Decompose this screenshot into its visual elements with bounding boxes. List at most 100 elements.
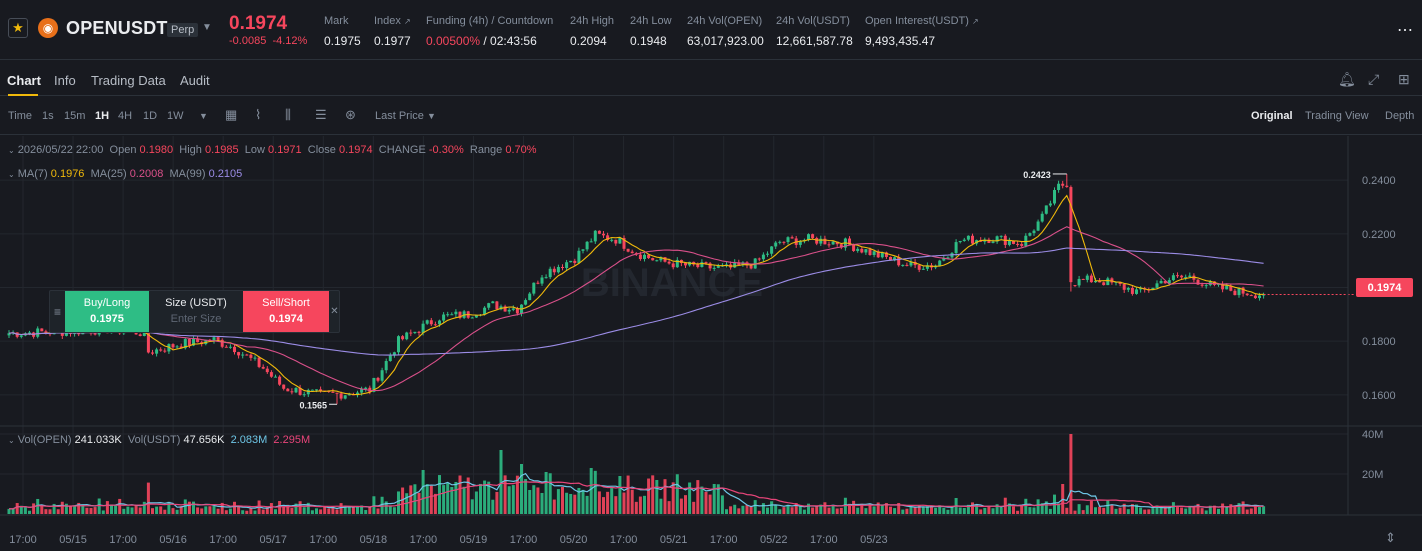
funding-label[interactable]: Funding (4h) / Countdown	[426, 15, 554, 27]
price-type-select[interactable]: Last Price ▼	[375, 110, 436, 122]
volume-bar	[1151, 508, 1155, 514]
volume-bar	[667, 501, 671, 514]
candle	[831, 241, 835, 245]
volume-bar	[786, 504, 790, 514]
candle	[1057, 180, 1061, 193]
volume-bar	[302, 507, 306, 514]
candle	[770, 246, 774, 257]
chevron-down-icon: ▼	[426, 111, 436, 121]
time-tick-label: 05/17	[259, 534, 287, 546]
volume-bar	[774, 504, 778, 514]
grid-layout-icon[interactable]: ⊞	[1398, 71, 1410, 87]
more-icon[interactable]: ⋯	[1397, 22, 1414, 39]
candle-body	[999, 235, 1003, 237]
candle	[454, 309, 458, 318]
volume-bar	[224, 510, 228, 514]
tab-trading-data[interactable]: Trading Data	[91, 73, 166, 88]
vol-info[interactable]: ⌄ Vol(OPEN) 241.033K Vol(USDT) 47.656K 2…	[8, 434, 310, 446]
candle-body	[1225, 285, 1229, 290]
candle-body	[64, 331, 68, 336]
size-input[interactable]: Size (USDT) Enter Size	[149, 291, 243, 332]
volume-bar	[520, 464, 523, 514]
low-value: 0.1948	[630, 34, 667, 48]
bell-icon[interactable]: 🔔︎	[1338, 71, 1356, 87]
candle-body	[1089, 275, 1093, 283]
candle-body	[429, 320, 433, 325]
settings-icon[interactable]: ⊛	[345, 107, 356, 122]
indicator-settings-icon[interactable]: ☰	[315, 107, 327, 122]
collapse-chevron-icon[interactable]: ⌄	[8, 170, 15, 179]
oi-label[interactable]: Open Interest(USDT) ↗	[865, 15, 979, 27]
ma-info[interactable]: ⌄ MA(7) 0.1976 MA(25) 0.2008 MA(99) 0.21…	[8, 168, 242, 180]
time-tick-label: 05/20	[560, 534, 588, 546]
collapse-chevron-icon[interactable]: ⌄	[8, 146, 15, 155]
candle-body	[192, 338, 195, 346]
sell-short-button[interactable]: Sell/Short 0.1974	[243, 291, 329, 332]
candle-body	[655, 260, 659, 262]
star-icon[interactable]: ★	[8, 18, 28, 38]
collapse-chevron-icon[interactable]: ⌄	[8, 436, 15, 445]
candle	[491, 300, 495, 304]
interval-1s[interactable]: 1s	[42, 110, 54, 122]
candle-body	[175, 346, 179, 348]
candle	[1073, 285, 1077, 287]
volume-bar	[1217, 508, 1220, 514]
symbol-name[interactable]: OPENUSDT	[66, 18, 168, 38]
candle-style-icon[interactable]: ⫼	[285, 107, 291, 122]
volume-bar	[610, 488, 614, 514]
ma99-value: 0.2105	[208, 168, 243, 180]
time-tick-label: 05/23	[860, 534, 888, 546]
candle-body	[413, 331, 417, 334]
candle	[581, 249, 585, 254]
interval-1h[interactable]: 1H	[95, 110, 110, 122]
view-depth[interactable]: Depth	[1385, 110, 1415, 122]
interval-1d[interactable]: 1D	[143, 110, 158, 122]
volume-bar	[1057, 503, 1061, 514]
funding-countdown: / 02:43:56	[483, 34, 537, 48]
tab-chart[interactable]: Chart	[7, 73, 41, 88]
expand-icon[interactable]: ⤢	[1368, 71, 1380, 87]
tab-info[interactable]: Info	[54, 73, 76, 88]
candle	[159, 347, 163, 352]
candle	[520, 304, 523, 317]
candle	[487, 302, 491, 310]
volume-bar	[1102, 507, 1106, 514]
candle	[261, 364, 265, 370]
volume-bar	[934, 507, 938, 514]
interval-4h[interactable]: 4H	[118, 110, 133, 122]
view-original[interactable]: Original	[1251, 110, 1293, 122]
scale-toggle-icon[interactable]: ⇕	[1385, 530, 1396, 545]
candle	[573, 258, 577, 267]
volume-bar	[897, 503, 901, 514]
candle-body	[889, 256, 892, 261]
change-percent: -4.12%	[272, 35, 308, 47]
candle-body	[417, 331, 421, 333]
candle	[151, 349, 154, 356]
chevron-down-icon[interactable]: ▼	[202, 22, 212, 33]
volume-bar	[1180, 507, 1184, 514]
index-label[interactable]: Index ↗	[374, 15, 411, 27]
candle	[298, 384, 302, 396]
volume-bar	[97, 498, 101, 514]
drag-handle-icon[interactable]: ≡	[53, 304, 61, 319]
volume-bar	[409, 485, 413, 514]
volume-bar	[433, 493, 437, 514]
interval-time[interactable]: Time	[8, 110, 33, 122]
interval-15m[interactable]: 15m	[64, 110, 86, 122]
interval-dropdown-icon[interactable]: ▼	[199, 111, 208, 121]
candle-body	[171, 344, 175, 348]
candle	[655, 259, 659, 262]
volume-bar	[868, 503, 872, 514]
vol-usdt-value: 47.656K	[183, 434, 225, 446]
interval-1w[interactable]: 1W	[167, 110, 184, 122]
view-trading-view[interactable]: Trading View	[1305, 110, 1369, 122]
line-chart-icon[interactable]: ⌇	[255, 107, 262, 122]
tab-audit[interactable]: Audit	[180, 73, 210, 88]
volume-bars	[7, 434, 1266, 514]
calendar-icon[interactable]: ▦	[225, 107, 238, 122]
candle-body	[1106, 278, 1110, 286]
close-icon[interactable]: ✕	[330, 306, 339, 317]
candle	[921, 266, 925, 271]
buy-long-button[interactable]: Buy/Long 0.1975	[65, 291, 149, 332]
